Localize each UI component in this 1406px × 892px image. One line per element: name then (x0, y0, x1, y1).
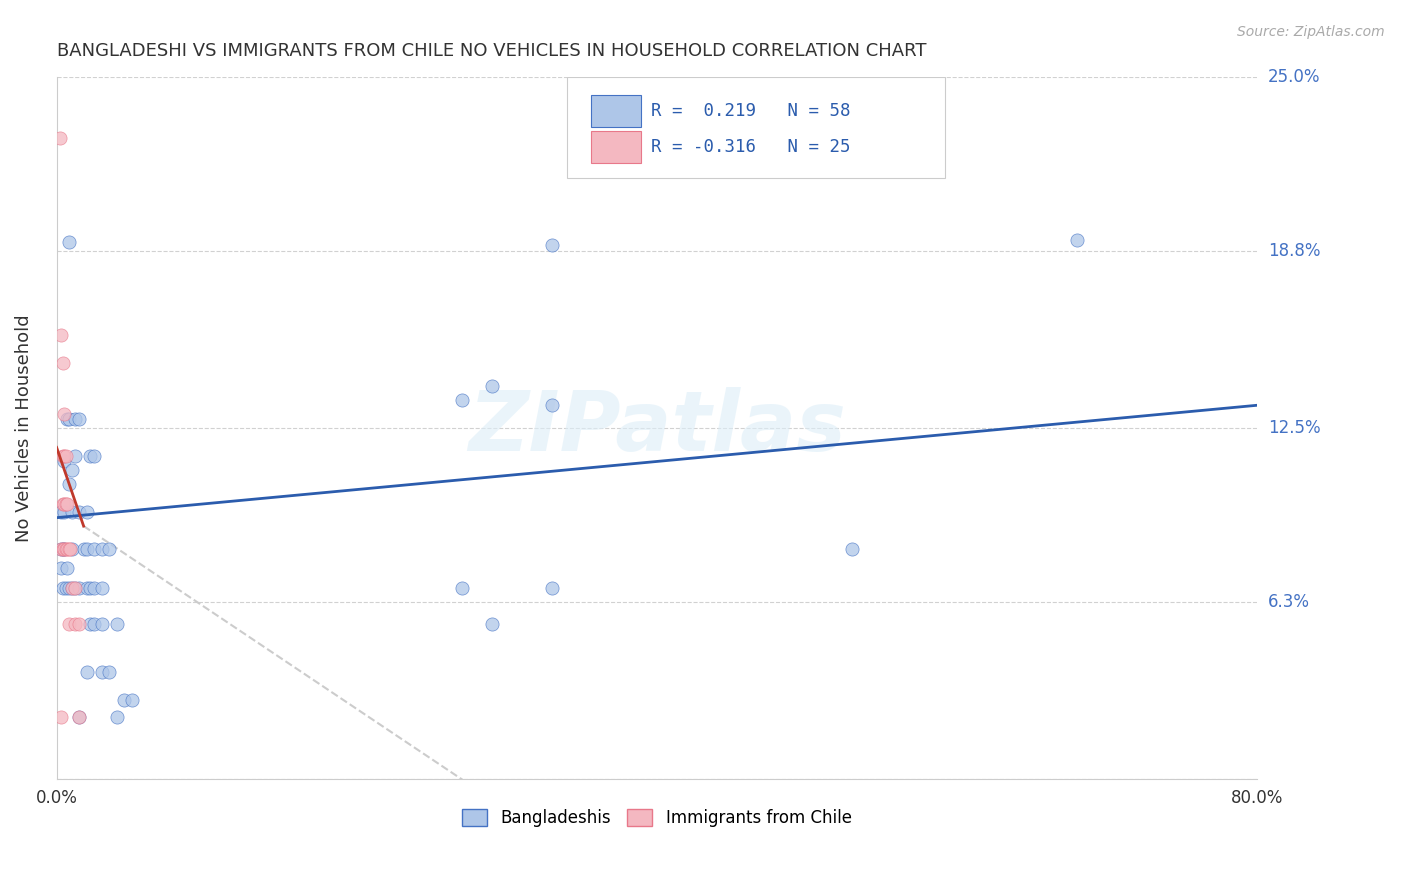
Point (105, 617, 128, 632)
Point (67, 412, 90, 426)
Point (90, 541, 112, 556)
Point (83, 581, 105, 595)
Point (59, 541, 82, 556)
Point (60, 541, 83, 556)
Point (52, 541, 75, 556)
Point (450, 392, 472, 407)
Point (83, 449, 105, 463)
Point (83, 541, 105, 556)
Point (67, 505, 90, 519)
Point (60, 581, 83, 595)
Point (63, 449, 86, 463)
Point (58, 477, 80, 491)
Point (105, 710, 128, 724)
Point (60, 581, 83, 595)
Point (52, 449, 75, 463)
Point (55, 449, 77, 463)
Point (56, 541, 79, 556)
Text: Source: ZipAtlas.com: Source: ZipAtlas.com (1237, 25, 1385, 39)
Text: BANGLADESHI VS IMMIGRANTS FROM CHILE NO VEHICLES IN HOUSEHOLD CORRELATION CHART: BANGLADESHI VS IMMIGRANTS FROM CHILE NO … (56, 42, 927, 60)
FancyBboxPatch shape (591, 95, 641, 128)
Point (63, 581, 86, 595)
Point (90, 581, 112, 595)
Text: R = -0.316   N = 25: R = -0.316 N = 25 (651, 138, 851, 156)
Point (53, 497, 76, 511)
Point (72, 541, 94, 556)
Point (55, 581, 77, 595)
Point (481, 378, 503, 392)
Point (841, 541, 863, 556)
Point (52, 497, 75, 511)
Point (53, 454, 76, 468)
Point (63, 581, 86, 595)
Point (53, 449, 76, 463)
Point (58, 235, 80, 250)
Point (53, 505, 76, 519)
Point (540, 398, 562, 412)
Point (53, 541, 76, 556)
Point (49, 541, 72, 556)
Point (98, 665, 121, 680)
Point (56, 412, 79, 426)
Point (481, 617, 503, 632)
FancyBboxPatch shape (591, 130, 641, 163)
Point (58, 541, 80, 556)
Point (76, 505, 98, 519)
Text: R =  0.219   N = 58: R = 0.219 N = 58 (651, 102, 851, 120)
Point (52, 356, 75, 370)
Text: ZIPatlas: ZIPatlas (468, 387, 846, 468)
Point (67, 710, 90, 724)
Point (58, 617, 80, 632)
Point (67, 581, 90, 595)
Point (49, 561, 72, 575)
Point (56, 497, 79, 511)
Text: 18.8%: 18.8% (1268, 242, 1320, 260)
Point (76, 581, 98, 595)
Y-axis label: No Vehicles in Household: No Vehicles in Household (15, 314, 32, 541)
Point (53, 407, 76, 421)
Text: 6.3%: 6.3% (1268, 593, 1310, 611)
Point (83, 617, 105, 632)
Point (90, 617, 112, 632)
Text: 25.0%: 25.0% (1268, 68, 1320, 86)
Point (49, 505, 72, 519)
Text: 12.5%: 12.5% (1268, 418, 1320, 437)
Point (60, 505, 83, 519)
Point (56, 561, 79, 575)
Point (121, 693, 143, 707)
Point (112, 693, 135, 707)
Point (58, 412, 80, 426)
Point (79, 581, 101, 595)
Point (67, 617, 90, 632)
FancyBboxPatch shape (567, 77, 945, 178)
Point (540, 581, 562, 595)
Point (52, 581, 75, 595)
Point (49, 541, 72, 556)
Point (49, 710, 72, 724)
Point (49, 328, 72, 343)
Point (98, 541, 121, 556)
Point (52, 541, 75, 556)
Point (60, 463, 83, 477)
Legend: Bangladeshis, Immigrants from Chile: Bangladeshis, Immigrants from Chile (456, 802, 859, 834)
Point (63, 617, 86, 632)
Point (67, 710, 90, 724)
Point (76, 541, 98, 556)
Point (90, 665, 112, 680)
Point (79, 617, 101, 632)
Point (540, 238, 562, 252)
Point (55, 497, 77, 511)
Point (450, 581, 472, 595)
Point (48, 131, 70, 145)
Point (1275, 581, 1298, 595)
Point (1066, 233, 1088, 247)
Point (79, 449, 101, 463)
Point (53, 541, 76, 556)
Point (55, 541, 77, 556)
Point (76, 665, 98, 680)
Point (58, 581, 80, 595)
Point (63, 412, 86, 426)
